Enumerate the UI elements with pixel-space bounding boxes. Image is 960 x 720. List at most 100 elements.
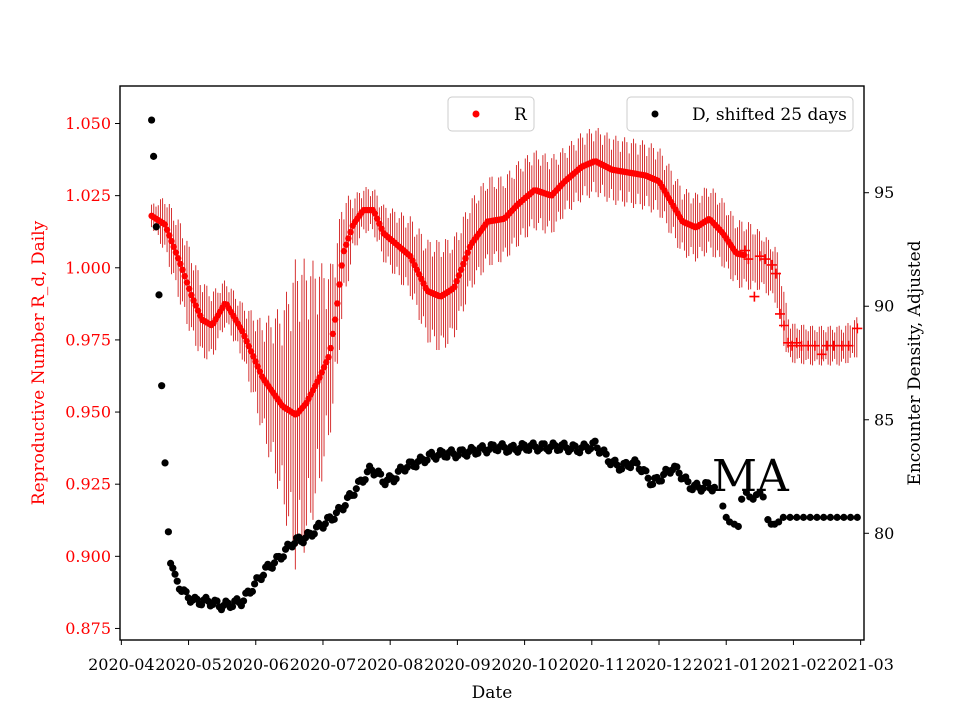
x-tick-label: 2020-06 [223, 655, 289, 674]
d-point [173, 577, 181, 585]
y-axis-right: 80 85 90 95 [864, 183, 894, 543]
d-point [675, 469, 683, 477]
r-point [177, 260, 184, 268]
r-point [376, 220, 383, 227]
d-point [423, 456, 431, 464]
r-plus-point [779, 320, 789, 331]
d-point [648, 480, 657, 488]
r-point [179, 266, 186, 274]
r-point [168, 237, 175, 245]
x-axis: 2020-04 2020-05 2020-06 2020-07 2020-08 2020-… [88, 640, 894, 674]
d-point [699, 484, 708, 492]
d-point [775, 518, 783, 526]
d-point [719, 502, 727, 510]
d-point [150, 152, 158, 160]
legend-d: D, shifted 25 days [626, 96, 854, 132]
r-point [245, 343, 253, 350]
r-point [166, 232, 173, 239]
r-point [161, 221, 169, 228]
r-point [172, 249, 180, 256]
y-left-tick-label: 0.875 [65, 619, 111, 638]
d-point [155, 291, 163, 299]
r-point [338, 262, 345, 269]
r-point [192, 302, 199, 309]
d-point [321, 520, 329, 528]
d-point [806, 513, 814, 521]
d-point [673, 463, 681, 471]
r-plus-point [740, 245, 750, 256]
r-point [252, 358, 259, 365]
y-left-tick-label: 1.000 [65, 258, 111, 277]
d-point [158, 382, 166, 390]
d-point [779, 513, 787, 521]
d-point [657, 477, 666, 485]
r-point [371, 210, 379, 217]
annotation-label: MA [712, 451, 790, 502]
y-right-tick-label: 95 [874, 183, 894, 202]
r-plus-point [816, 349, 827, 360]
r-point [318, 369, 326, 376]
r-point [183, 279, 191, 286]
legend-d-box [626, 96, 854, 132]
d-point [826, 513, 835, 521]
d-point [350, 491, 358, 499]
r-plus-point [843, 340, 854, 351]
d-point [704, 479, 712, 487]
x-axis-label: Date [472, 683, 513, 703]
d-point [633, 459, 641, 467]
r-point [254, 363, 261, 370]
r-point [464, 249, 471, 256]
r-point [241, 332, 248, 340]
r-point [188, 291, 195, 299]
r-point [340, 247, 348, 255]
d-point [618, 465, 626, 473]
y-left-tick-label: 0.925 [65, 475, 111, 494]
r-point [331, 316, 339, 323]
d-point [591, 437, 599, 445]
x-tick-label: 2021-01 [693, 655, 759, 674]
d-point [268, 564, 276, 572]
d-point [853, 513, 861, 521]
d-point [786, 513, 794, 521]
d-point [152, 223, 160, 231]
r-point [345, 235, 352, 242]
d-point [341, 502, 349, 510]
r-point [329, 330, 337, 338]
r-point [373, 215, 381, 222]
r-point [455, 272, 463, 279]
r-point [336, 281, 343, 288]
r-point [243, 337, 250, 345]
d-point [213, 597, 221, 605]
r-plus-point [775, 308, 785, 319]
r-plus-point [743, 254, 754, 265]
d-point [799, 513, 808, 521]
d-point [642, 467, 650, 475]
d-point [161, 459, 169, 467]
d-point [259, 571, 268, 579]
legend-d-marker [651, 110, 659, 118]
d-point [738, 495, 746, 503]
r-point [256, 368, 264, 375]
legend-r-box [447, 96, 535, 132]
d-point [412, 463, 420, 471]
r-point [347, 228, 354, 236]
y-right-tick-label: 85 [874, 410, 894, 429]
r-plus-point [771, 268, 781, 279]
d-point [759, 493, 767, 501]
x-tick-label: 2021-02 [760, 655, 826, 674]
plot-frame [119, 85, 865, 641]
r-point [453, 277, 460, 285]
r-point [170, 243, 177, 251]
r-point [325, 353, 332, 361]
r-point [320, 364, 328, 371]
d-point [251, 580, 259, 588]
x-tick-label: 2020-08 [357, 655, 423, 674]
y-left-tick-label: 0.975 [65, 330, 111, 349]
x-tick-label: 2020-05 [155, 655, 221, 674]
d-point [684, 478, 692, 486]
d-point [248, 587, 256, 596]
d-point [310, 530, 318, 538]
r-point [185, 285, 193, 292]
d-point [147, 116, 156, 124]
